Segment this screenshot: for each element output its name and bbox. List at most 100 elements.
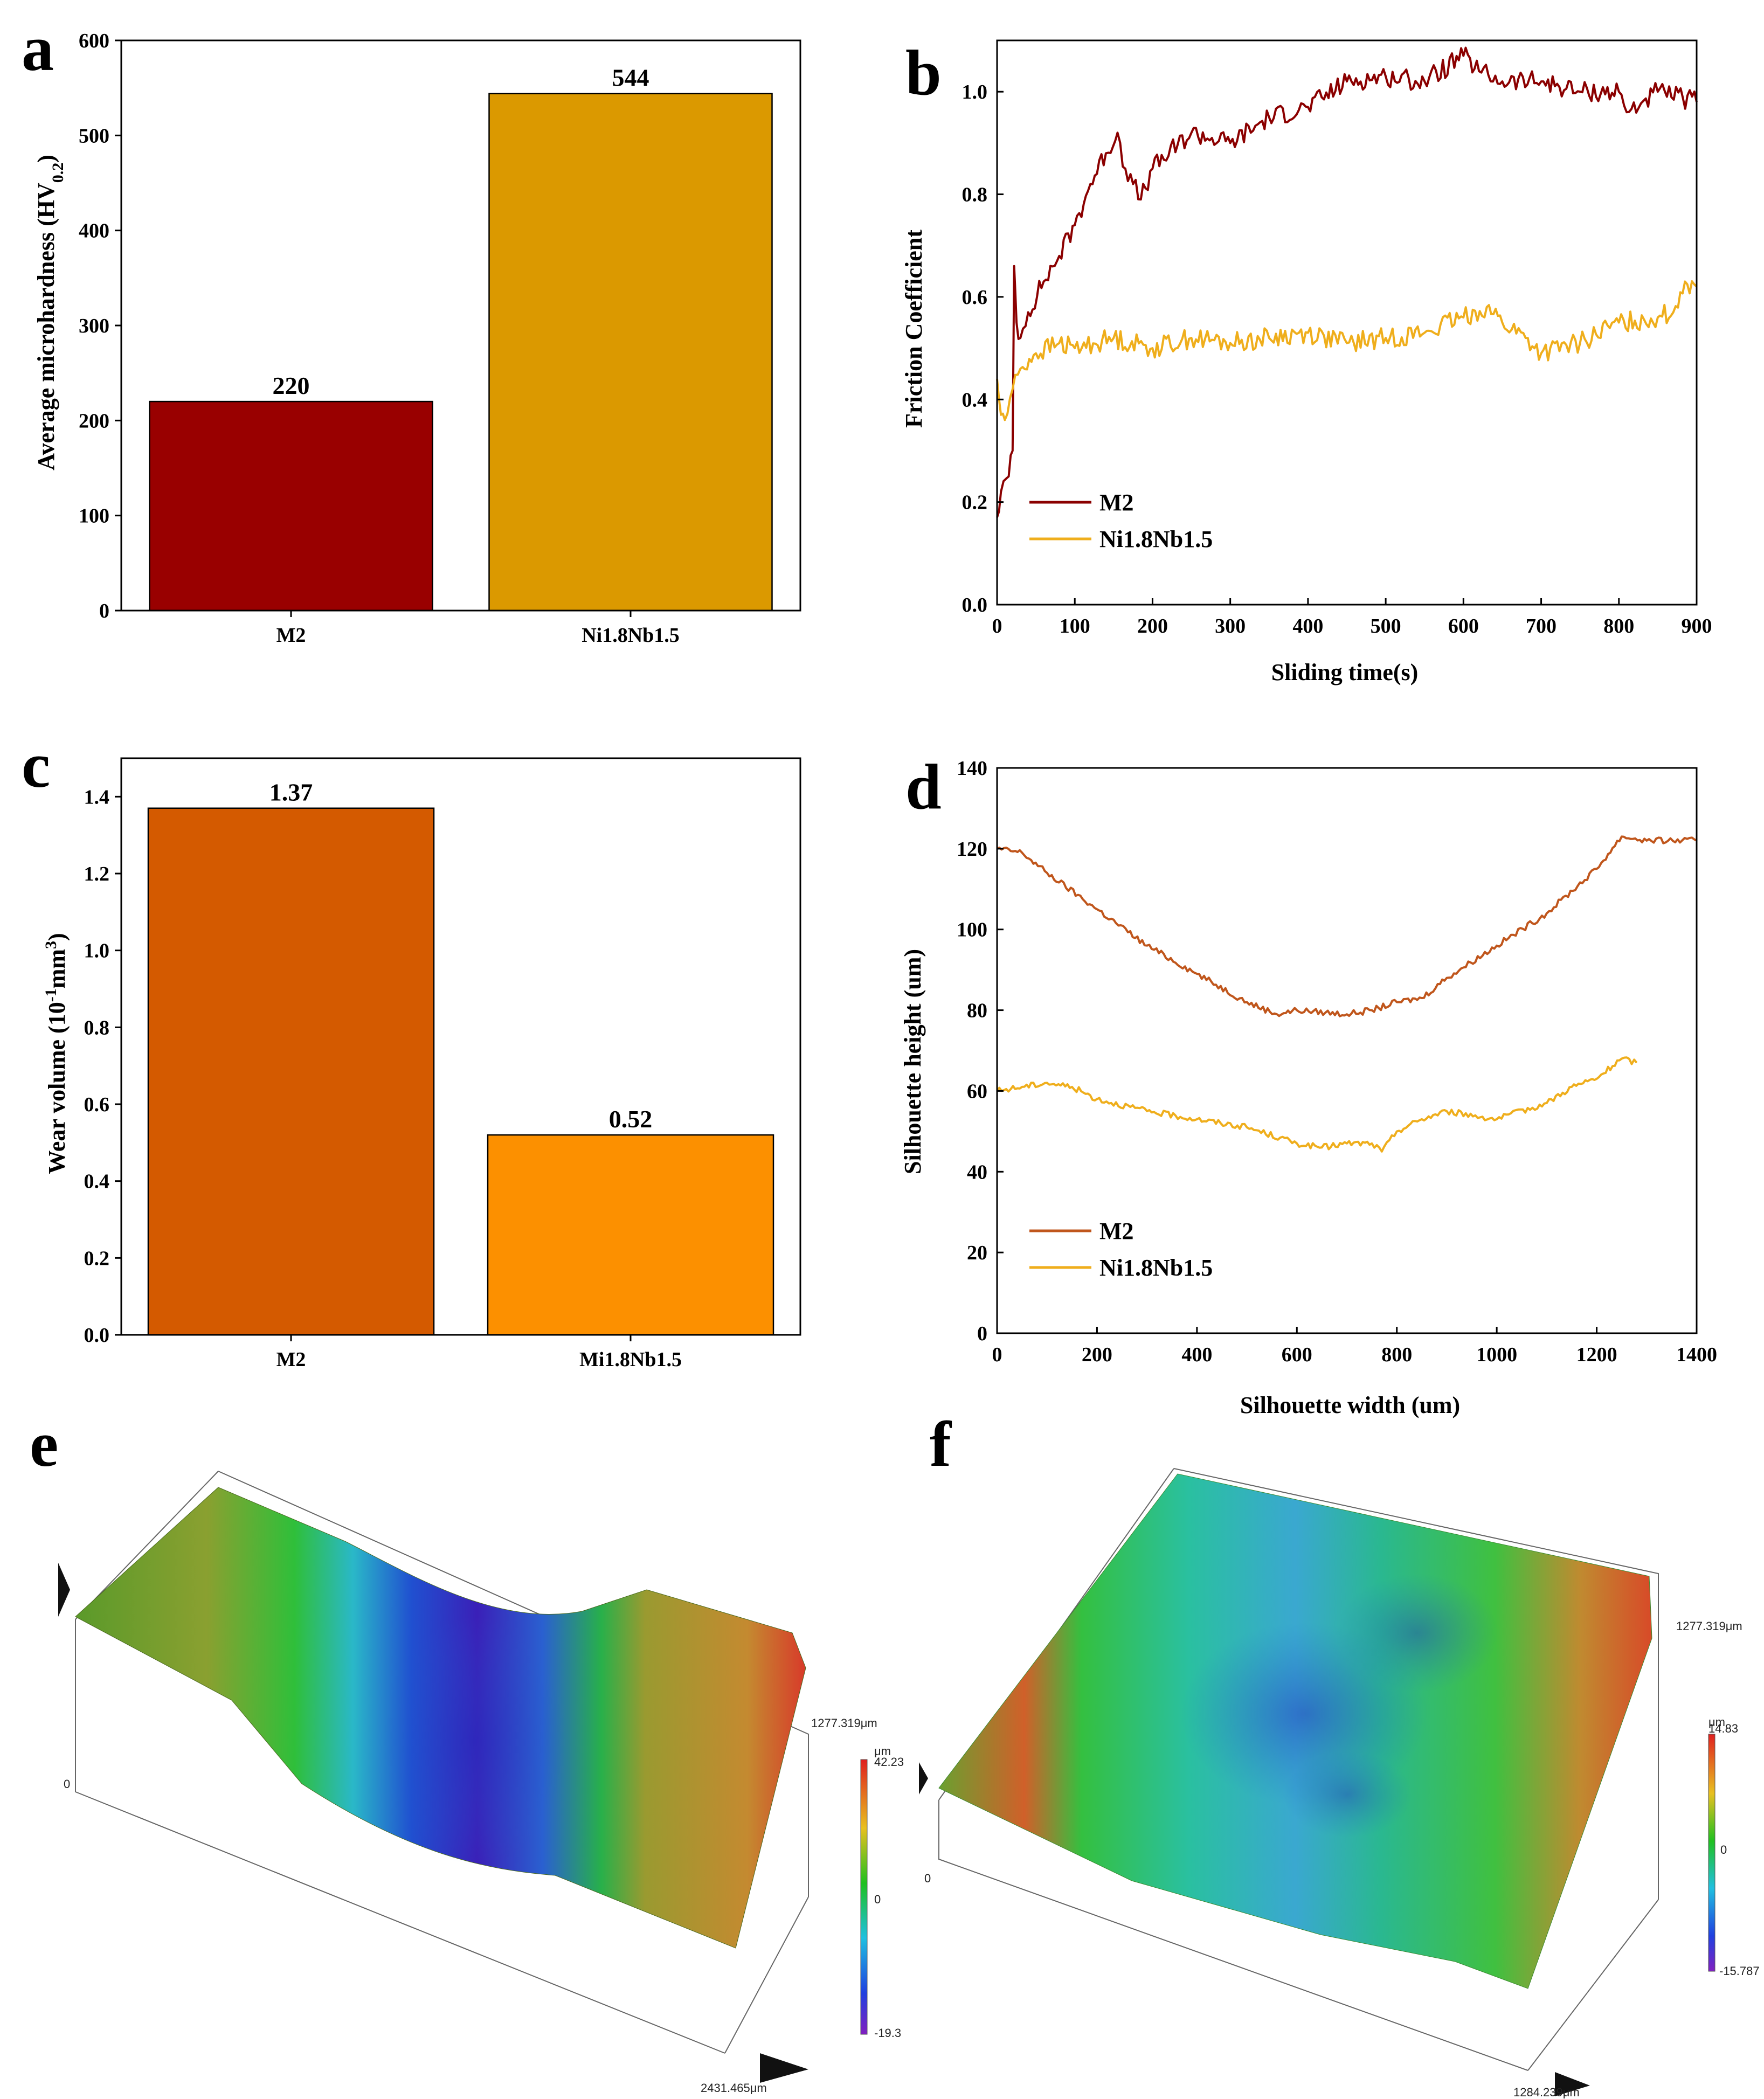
f-scale-unit: μm	[1708, 1715, 1725, 1729]
e-wear-track-deep-zone	[383, 1617, 566, 1865]
chart-c-bar-label-1: 0.52	[609, 1105, 653, 1133]
chart-a-bar-1	[488, 93, 773, 612]
chart-c-x-ticks: M2 Mi1.8Nb1.5	[276, 1335, 682, 1371]
chart-d-y-tick-label-2: 40	[967, 1161, 987, 1183]
chart-a-y-tick-label-6: 600	[79, 30, 109, 52]
e-bounding-box-front	[75, 1619, 725, 2054]
panel-letter-e: e	[30, 1408, 58, 1480]
chart-b-legend-label-0: M2	[1099, 489, 1134, 516]
panel-letter-f: f	[930, 1408, 952, 1480]
chart-b-legend: M2 Ni1.8Nb1.5	[1029, 489, 1213, 552]
chart-c-y-tick-label-4: 0.8	[84, 1016, 110, 1039]
chart-a-bars: 220 544	[149, 64, 773, 612]
chart-a-bar-label-1: 544	[612, 64, 649, 92]
chart-b-x-tick-label-0: 0	[992, 615, 1002, 638]
e-width-arrow-icon	[760, 2053, 808, 2083]
chart-d-x-tick-label-3: 600	[1282, 1343, 1312, 1366]
f-width-dimension-label: 1284.239μm	[1513, 2086, 1580, 2099]
chart-a-y-tick-label-5: 500	[79, 124, 109, 147]
chart-d-x-tick-label-1: 200	[1082, 1343, 1112, 1366]
chart-d-y-ticks: 0 20 40 60 80 100 120 140	[957, 757, 1004, 1345]
chart-a-y-ticks: 0 100 200 300 400 500 600	[79, 30, 121, 622]
chart-d-y-tick-label-6: 120	[957, 838, 987, 861]
chart-d-x-tick-label-7: 1400	[1676, 1343, 1717, 1366]
f-scale-mid: 0	[1720, 1843, 1727, 1856]
chart-b-x-tick-label-5: 500	[1371, 615, 1401, 638]
f-origin-label: 0	[924, 1872, 931, 1885]
chart-d-y-tick-label-7: 140	[957, 757, 987, 780]
chart-b-y-tick-label-2: 0.4	[962, 389, 988, 411]
f-depth-dimension-label: 1277.319μm	[1676, 1619, 1742, 1633]
chart-b-x-tick-label-2: 200	[1137, 615, 1168, 638]
f-bounding-box-front	[938, 1800, 1528, 2071]
chart-b-y-tick-label-0: 0.0	[962, 594, 988, 616]
chart-b-x-tick-label-9: 900	[1682, 615, 1712, 638]
f-bounding-box-back	[1173, 1468, 1659, 1900]
chart-a-y-tick-label-2: 200	[79, 410, 109, 432]
e-scale-unit: μm	[874, 1744, 891, 1758]
e-bounding-box-side2	[724, 1896, 809, 2054]
chart-c-bar-0	[147, 807, 435, 1336]
chart-a-y-tick-label-4: 400	[79, 220, 109, 243]
chart-d-y-tick-label-3: 60	[967, 1080, 987, 1103]
panel-letter-c: c	[22, 729, 50, 801]
chart-c-x-tick-label-1: Mi1.8Nb1.5	[579, 1348, 682, 1371]
e-bounding-box-side	[75, 1471, 219, 1620]
chart-a-bar-label-0: 220	[273, 372, 310, 399]
chart-b-series-1	[996, 280, 1698, 421]
chart-c-y-tick-label-6: 1.2	[84, 863, 110, 885]
chart-c-x-tick-label-0: M2	[276, 1348, 306, 1371]
chart-a-y-tick-label-0: 0	[99, 600, 109, 622]
chart-b-legend-label-1: Ni1.8Nb1.5	[1099, 526, 1213, 552]
chart-d-legend-label-1: Ni1.8Nb1.5	[1099, 1255, 1213, 1281]
chart-d-series-0	[997, 835, 1697, 1017]
e-depth-dimension-label: 1277.319μm	[811, 1716, 877, 1730]
chart-c-bar-1	[487, 1134, 774, 1336]
chart-d-x-tick-label-4: 800	[1381, 1343, 1412, 1366]
e-scale-min: -19.3	[874, 2026, 901, 2040]
chart-c-y-tick-label-3: 0.6	[84, 1093, 110, 1116]
chart-c-plot-frame	[120, 757, 801, 1336]
f-worn-spot-2	[1337, 1574, 1498, 1692]
chart-a-x-tick-label-1: Ni1.8Nb1.5	[582, 624, 680, 647]
surface-profile-3d-e: 0 1277.319μm 2431.465μm μm 42.23 0 -19.3	[58, 1471, 904, 2095]
e-scale-max: 42.23	[874, 1755, 904, 1769]
chart-d-x-tick-label-2: 400	[1181, 1343, 1212, 1366]
e-bounding-box-back	[218, 1471, 809, 1897]
chart-c-y-tick-label-7: 1.4	[84, 786, 110, 808]
f-worn-spot-3	[1283, 1751, 1412, 1838]
chart-a-bar-0	[149, 400, 433, 612]
chart-b-y-tick-label-1: 0.2	[962, 491, 988, 514]
e-depth-arrow-icon	[58, 1563, 70, 1617]
chart-a-plot-frame	[120, 39, 801, 612]
chart-c-y-tick-label-5: 1.0	[84, 940, 110, 962]
chart-d-x-tick-label-0: 0	[992, 1343, 1002, 1366]
panel-letter-b: b	[905, 37, 942, 108]
chart-d-legend-label-0: M2	[1099, 1218, 1134, 1244]
f-color-scale-bar	[1708, 1734, 1715, 1972]
chart-c-y-ticks: 0.0 0.2 0.4 0.6 0.8 1.0 1.2 1.4	[84, 786, 121, 1347]
chart-b-y-tick-label-3: 0.6	[962, 286, 988, 309]
chart-a-x-tick-label-0: M2	[276, 624, 306, 647]
chart-d-plot-frame	[996, 767, 1698, 1334]
f-scale-min: -15.787	[1719, 1964, 1760, 1978]
chart-b-x-tick-label-1: 100	[1060, 615, 1090, 638]
chart-d-x-axis-title: Silhouette width (um)	[1240, 1392, 1460, 1418]
chart-d-series-1	[996, 1056, 1638, 1153]
chart-b-y-tick-label-4: 0.8	[962, 184, 988, 206]
chart-b-y-axis-title: Friction Coefficient	[901, 230, 927, 428]
chart-a-y-axis-title: Average microhardness (HV0.2)	[33, 155, 67, 470]
e-color-scale-bar	[860, 1759, 868, 2035]
surface-profile-3d-f: 0 1277.319μm 1284.239μm μm 14.83 0 -15.7…	[919, 1468, 1760, 2099]
chart-c-wear-volume: 1.37 0.52 0.0 0.2 0.4 0.6 0.8 1.0 1.2 1.4 M2 Mi1.…	[42, 757, 801, 1371]
e-width-dimension-label: 2431.465μm	[701, 2081, 767, 2095]
chart-b-friction: 0.0 0.2 0.4 0.6 0.8 1.0 0 100 200 300 400 500 600 70…	[901, 39, 1712, 685]
f-bounding-box-side2	[1527, 1899, 1659, 2071]
chart-b-x-ticks: 0 100 200 300 400 500 600 700 800 900	[992, 598, 1712, 638]
chart-c-bars: 1.37 0.52	[147, 779, 774, 1336]
chart-a-y-tick-label-1: 100	[79, 505, 109, 528]
chart-a-y-tick-label-3: 300	[79, 315, 109, 337]
chart-b-x-axis-title: Sliding time(s)	[1271, 659, 1419, 685]
chart-b-x-tick-label-8: 800	[1603, 615, 1634, 638]
e-scale-mid: 0	[874, 1893, 881, 1906]
